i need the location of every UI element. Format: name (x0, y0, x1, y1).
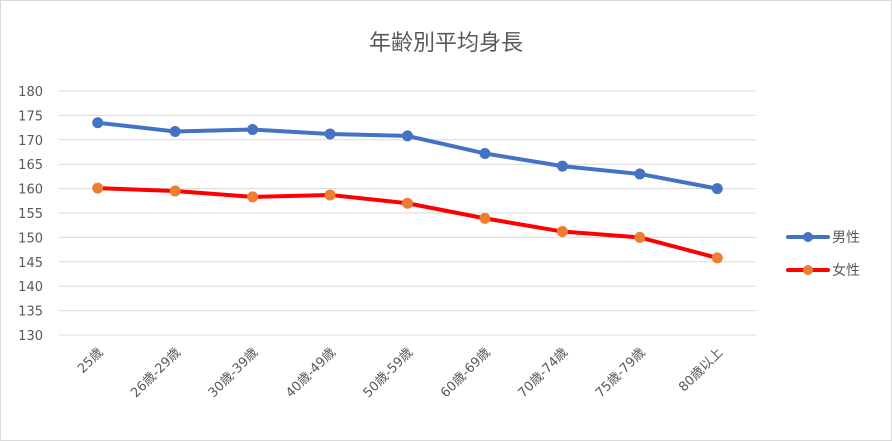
y-tick-label: 165 (18, 158, 43, 173)
data-point (169, 126, 181, 138)
series-lines (92, 117, 723, 264)
x-tick-label: 26歳-29歳 (128, 345, 184, 401)
y-tick-label: 170 (18, 134, 43, 149)
x-tick-label: 60歳-69歳 (438, 345, 494, 401)
x-tick-label: 30歳-39歳 (206, 345, 262, 401)
x-tick-label: 80歳以上 (676, 345, 726, 395)
data-point (92, 117, 104, 129)
legend-label: 女性 (832, 262, 860, 279)
chart-title: 年齢別平均身長 (369, 31, 523, 56)
legend-label: 男性 (832, 230, 860, 246)
y-tick-label: 180 (18, 85, 43, 100)
data-point (634, 231, 646, 243)
data-point (247, 191, 259, 203)
x-axis-tick-labels: 25歳 26歳-29歳 30歳-39歳 40歳-49歳 50歳-59歳 60歳-69歳 70… (75, 345, 726, 401)
data-point (634, 168, 646, 180)
legend-item: 女性 (786, 262, 860, 279)
data-point (402, 130, 413, 142)
y-tick-label: 140 (18, 280, 43, 295)
data-point (556, 226, 568, 238)
data-point (711, 252, 723, 264)
data-point (479, 147, 491, 159)
data-point (169, 185, 181, 197)
data-point (711, 183, 723, 195)
x-tick-label: 70歳-74歳 (516, 345, 572, 401)
legend-item: 男性 (786, 230, 860, 246)
y-axis-tick-labels: 180 175 170 165 160 155 150 145 140 135 130 (18, 85, 43, 344)
data-point (324, 189, 336, 201)
x-tick-label: 25歳 (75, 345, 106, 376)
y-tick-label: 155 (18, 207, 43, 222)
series-1 (92, 182, 723, 264)
y-tick-label: 150 (18, 231, 43, 246)
y-tick-label: 175 (18, 109, 43, 124)
x-tick-label: 75歳-79歳 (593, 345, 649, 401)
data-point (402, 197, 413, 209)
y-tick-label: 160 (18, 183, 43, 198)
legend-swatch-marker (803, 265, 813, 275)
data-point (324, 128, 336, 140)
x-tick-label: 50歳-59歳 (361, 345, 417, 401)
data-point (247, 124, 259, 136)
y-tick-label: 130 (18, 329, 43, 344)
legend-swatch-marker (803, 232, 813, 242)
data-point (479, 212, 491, 224)
gridlines (59, 90, 756, 336)
data-point (92, 182, 104, 194)
x-tick-label: 40歳-49歳 (283, 345, 339, 401)
data-point (556, 160, 568, 172)
y-tick-label: 145 (18, 256, 43, 271)
series-0 (92, 117, 723, 195)
y-tick-label: 135 (18, 305, 43, 320)
